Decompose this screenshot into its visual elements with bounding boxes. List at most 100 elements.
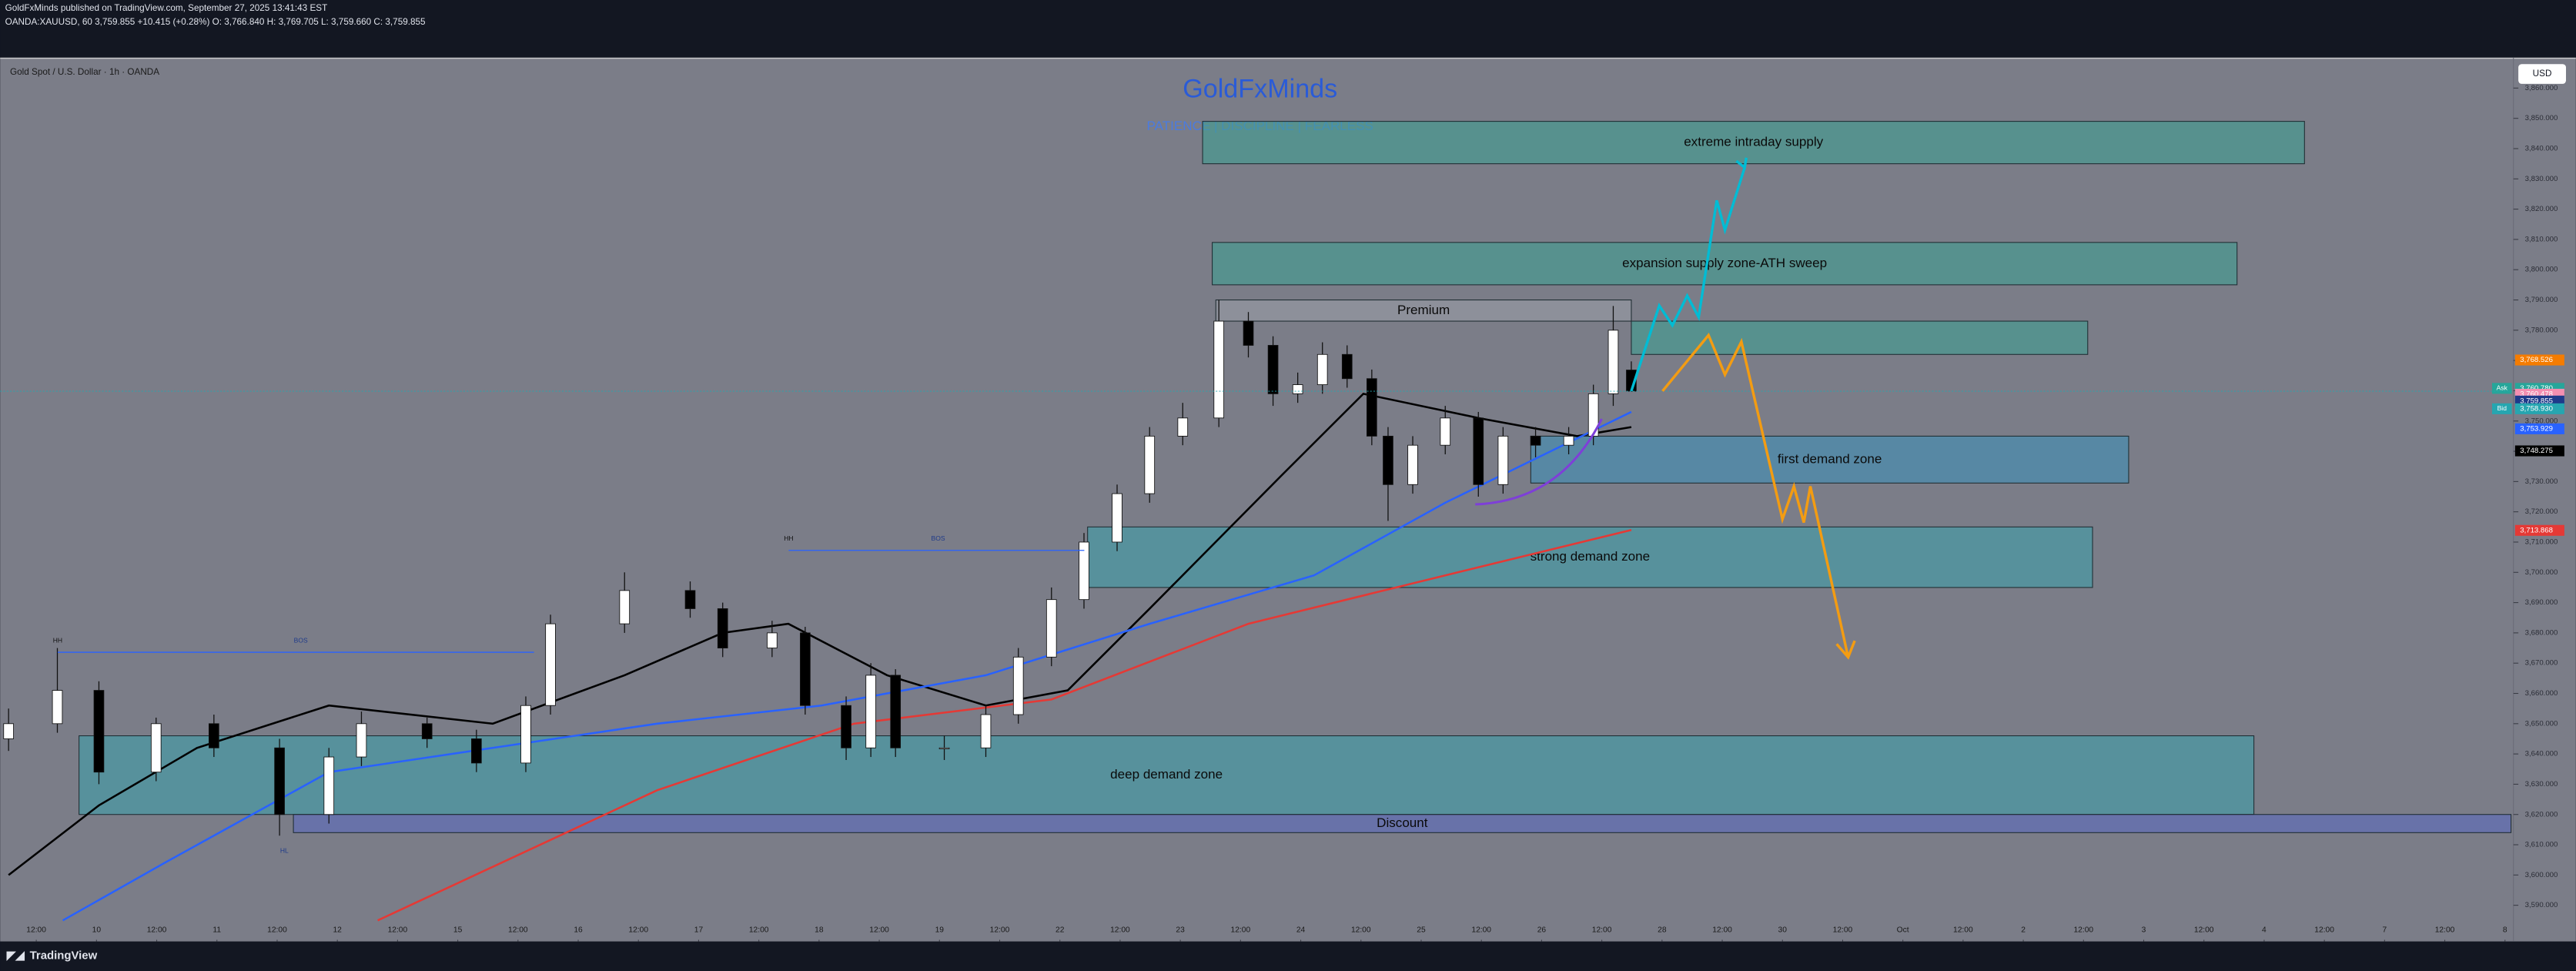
- candle-body: [684, 590, 696, 609]
- brand-logo[interactable]: ◤◢: [6, 949, 25, 963]
- publisher: GoldFxMinds published on TradingView.com…: [5, 3, 328, 13]
- y-tick-label: 3,790.000: [2525, 296, 2558, 304]
- candle-body: [520, 705, 531, 764]
- y-tick-label: 3,640.000: [2525, 750, 2558, 758]
- annotation: HH: [784, 534, 793, 542]
- zone-label: Discount: [1377, 815, 1428, 830]
- candle-body: [1367, 378, 1377, 437]
- x-tick-label: 12:00: [1471, 926, 1491, 934]
- y-tick-label: 3,670.000: [2525, 659, 2558, 668]
- moving-average: [8, 392, 1632, 876]
- candle-body: [1383, 435, 1393, 485]
- candle-body: [1012, 656, 1024, 715]
- price-label-text: 3,760.780: [2520, 384, 2553, 393]
- zone: [1202, 121, 2305, 165]
- y-tick-label: 3,650.000: [2525, 719, 2558, 728]
- price-label: [2514, 445, 2564, 457]
- candle-body: [1316, 353, 1328, 386]
- x-tick-label: 12:00: [2314, 926, 2334, 934]
- arrow-head: [1835, 640, 1856, 660]
- candle-body: [1144, 435, 1156, 494]
- candle-body: [1341, 353, 1353, 380]
- price-label-text: 3,753.929: [2520, 424, 2553, 433]
- zone: [293, 814, 2512, 833]
- candle-body: [800, 632, 811, 706]
- y-tick-label: 3,730.000: [2525, 477, 2558, 486]
- price-label: [2514, 423, 2564, 434]
- price-label-text: 3,713.868: [2520, 526, 2553, 534]
- zone: [1212, 242, 2238, 286]
- candle-body: [3, 723, 14, 739]
- candle-body: [209, 723, 219, 748]
- price-label: [2514, 524, 2564, 536]
- annotation: BOS: [932, 534, 945, 542]
- y-tick-label: 3,680.000: [2525, 628, 2558, 637]
- brand[interactable]: TradingView: [30, 949, 98, 963]
- candle-body: [619, 590, 631, 624]
- candle-body: [1407, 444, 1418, 485]
- price-label-text: 3,758.930: [2520, 404, 2553, 413]
- candle-body: [865, 675, 876, 748]
- x-tick-label: 12:00: [508, 926, 528, 934]
- annotation: HH: [53, 636, 62, 644]
- candle-body: [1079, 541, 1089, 601]
- zone-label: first demand zone: [1778, 451, 1882, 466]
- x-tick-label: 12:00: [1351, 926, 1371, 934]
- x-tick-label: 2: [2021, 926, 2026, 934]
- candle-body: [767, 632, 778, 648]
- zone: [1215, 299, 1632, 322]
- watermark-title: GoldFxMinds: [1183, 74, 1337, 103]
- candle-body: [1530, 435, 1541, 446]
- curve: [1475, 418, 1603, 506]
- quote: OANDA:XAUUSD, 60 3,759.855 +10.415 (+0.2…: [5, 17, 426, 27]
- x-tick-label: 23: [1176, 926, 1185, 934]
- currency[interactable]: USD: [2533, 69, 2552, 79]
- y-tick-label: 3,610.000: [2525, 841, 2558, 849]
- candle-body: [841, 705, 851, 748]
- x-tick-label: 19: [935, 926, 945, 934]
- x-tick-label: 24: [1296, 926, 1306, 934]
- candle-body: [1497, 435, 1509, 485]
- x-tick-label: 12:00: [2435, 926, 2455, 934]
- y-tick-label: 3,600.000: [2525, 871, 2558, 879]
- candle-body: [52, 690, 63, 725]
- x-tick-label: 12: [333, 926, 342, 934]
- price-tag: [2491, 403, 2512, 414]
- y-tick-label: 3,630.000: [2525, 780, 2558, 789]
- x-tick-label: 4: [2262, 926, 2267, 934]
- y-tick-label: 3,820.000: [2525, 205, 2558, 213]
- x-tick-label: 22: [1055, 926, 1065, 934]
- x-tick-label: 18: [815, 926, 824, 934]
- x-tick-label: 12:00: [749, 926, 769, 934]
- x-tick-label: 16: [574, 926, 583, 934]
- price-label-text: 3,748.275: [2520, 447, 2553, 455]
- x-tick-label: 12:00: [147, 926, 167, 934]
- price-label-text: 3,759.855: [2520, 397, 2553, 405]
- y-tick-label: 3,780.000: [2525, 326, 2558, 334]
- x-tick-label: 28: [1658, 926, 1667, 934]
- x-tick-label: 12:00: [388, 926, 408, 934]
- price-label-text: 3,760.478: [2520, 390, 2553, 398]
- x-tick-label: 10: [92, 926, 102, 934]
- x-tick-label: 15: [453, 926, 463, 934]
- x-tick-label: Oct: [1897, 926, 1909, 934]
- projection-down: [1661, 332, 1850, 658]
- currency-button[interactable]: [2518, 64, 2566, 84]
- symbol: Gold Spot / U.S. Dollar · 1h · OANDA: [10, 67, 159, 77]
- candle-body: [150, 723, 162, 773]
- y-tick-label: 3,720.000: [2525, 507, 2558, 516]
- y-tick-label: 3,830.000: [2525, 175, 2558, 183]
- y-tick-label: 3,860.000: [2525, 84, 2558, 92]
- y-tick-label: 3,690.000: [2525, 598, 2558, 607]
- zone-label: extreme intraday supply: [1684, 135, 1823, 149]
- x-tick-label: 12:00: [26, 926, 46, 934]
- x-tick-label: 12:00: [2073, 926, 2093, 934]
- y-tick-label: 3,590.000: [2525, 901, 2558, 909]
- y-tick-label: 3,850.000: [2525, 114, 2558, 122]
- y-tick-label: 3,800.000: [2525, 266, 2558, 274]
- candle-body: [1177, 417, 1189, 437]
- candle-body: [421, 723, 433, 739]
- zone-label: Premium: [1397, 303, 1450, 317]
